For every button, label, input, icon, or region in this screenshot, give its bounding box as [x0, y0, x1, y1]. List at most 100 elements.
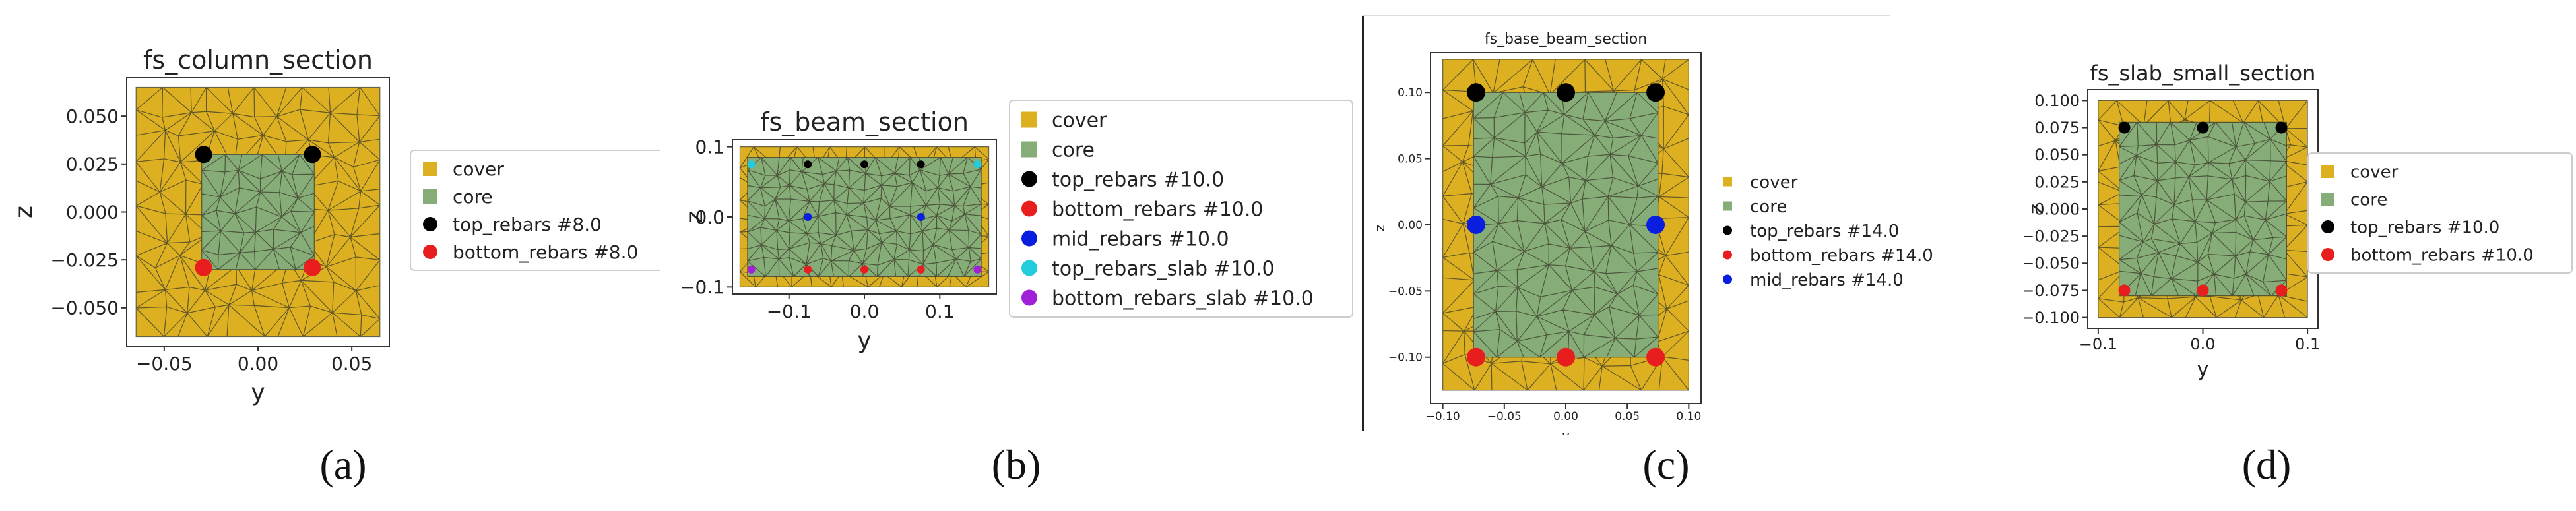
caption-c: (c)	[1642, 441, 1690, 488]
rebar-point	[1466, 215, 1485, 234]
y-tick-label: 0.075	[2034, 119, 2080, 137]
legend-label: bottom_rebars #14.0	[1750, 246, 1933, 266]
legend-label: bottom_rebars_slab #10.0	[1052, 287, 1314, 310]
x-axis-label: y	[1562, 427, 1570, 435]
legend-label: cover	[2350, 162, 2399, 182]
legend-label: top_rebars_slab #10.0	[1052, 257, 1275, 280]
x-axis-label: y	[251, 379, 265, 406]
panel-d: −0.1 0.0 0.1 −0.100 −0.075 −0.050 −0.025 0.000 0…	[2024, 0, 2576, 511]
x-tick-label: −0.1	[767, 301, 812, 322]
y-tick-label: −0.025	[2024, 227, 2080, 246]
core-region	[201, 154, 315, 270]
y-tick-label: −0.05	[1388, 285, 1423, 298]
x-tick-label: −0.1	[2079, 335, 2117, 353]
legend: cover core top_rebars #14.0 bottom_rebars #…	[1723, 173, 1933, 290]
y-tick-label: −0.075	[2024, 282, 2080, 300]
y-axis-label: z	[1372, 225, 1388, 232]
legend-marker	[1021, 171, 1037, 187]
caption-b: (b)	[991, 441, 1041, 488]
legend-label: mid_rebars #10.0	[1052, 227, 1229, 251]
rebar-point	[1646, 215, 1665, 234]
x-tick-label: 0.05	[1615, 410, 1640, 423]
y-tick-label: 0.025	[2034, 173, 2080, 191]
x-tick-label: 0.00	[1553, 410, 1578, 423]
rebar-point	[917, 213, 925, 221]
legend-marker	[2321, 248, 2334, 261]
legend-marker	[1021, 289, 1037, 306]
legend-marker	[1723, 250, 1732, 260]
x-tick-label: 0.00	[238, 353, 278, 375]
legend-label: core	[1750, 197, 1787, 217]
legend-label: core	[2350, 190, 2387, 210]
legend-frame	[410, 150, 660, 271]
chart-title: fs_base_beam_section	[1485, 31, 1647, 47]
legend-label: cover	[1052, 109, 1107, 132]
rebar-point	[804, 213, 812, 221]
legend-marker	[423, 217, 437, 231]
y-tick-label: 0.0	[695, 206, 724, 228]
y-axis-label: z	[2025, 204, 2048, 214]
rebar-point	[917, 160, 925, 169]
rebar-point	[860, 265, 868, 274]
rebar-point	[747, 265, 756, 274]
y-tick-label: 0.000	[66, 201, 119, 223]
y-axis-label: z	[11, 206, 38, 218]
rebar-point	[747, 160, 756, 169]
y-tick-label: −0.10	[1388, 351, 1423, 365]
y-tick-label: −0.025	[50, 249, 119, 271]
legend: cover core top_rebars #10.0 bottom_rebars #…	[1009, 100, 1353, 318]
legend-swatch	[1723, 177, 1732, 187]
legend-frame	[1009, 100, 1353, 318]
x-tick-label: −0.05	[136, 353, 193, 375]
y-tick-label: 0.10	[1398, 86, 1423, 100]
legend-swatch	[1021, 141, 1037, 158]
chart-fs-base-beam-section: −0.10 −0.05 0.00 0.05 0.10 −0.10 −0.05 0.00 0.05…	[1372, 31, 1933, 435]
x-tick-label: 0.1	[2295, 335, 2320, 353]
legend-swatch	[2321, 193, 2334, 206]
caption-a: (a)	[319, 441, 367, 488]
rebar-point	[304, 146, 321, 164]
y-tick-label: 0.050	[2034, 146, 2080, 164]
core-mesh	[201, 154, 315, 270]
rebar-point	[1646, 83, 1665, 102]
legend-label: bottom_rebars #10.0	[1052, 198, 1264, 221]
y-tick-label: 0.000	[2034, 200, 2080, 218]
chart-title: fs_beam_section	[760, 107, 969, 136]
rebar-point	[2275, 121, 2288, 134]
legend-label: core	[453, 186, 493, 208]
x-tick-label: 0.05	[331, 353, 372, 375]
y-axis-label: z	[681, 211, 708, 224]
rebar-point	[804, 265, 812, 274]
y-tick-label: 0.100	[2034, 92, 2080, 110]
legend-marker	[1723, 274, 1732, 284]
rebar-point	[2275, 284, 2288, 297]
x-axis-label: y	[2197, 358, 2209, 381]
caption-d: (d)	[2241, 441, 2292, 488]
x-tick-label: −0.05	[1487, 410, 1522, 423]
y-tick-label: 0.05	[1398, 153, 1423, 166]
core-region	[2119, 122, 2287, 296]
rebar-point	[2197, 121, 2209, 134]
legend-label: mid_rebars #14.0	[1750, 270, 1904, 290]
core-mesh	[747, 156, 982, 278]
y-tick-label: −0.1	[680, 276, 724, 298]
legend-label: bottom_rebars #8.0	[453, 241, 638, 263]
x-tick-label: 0.0	[2190, 335, 2215, 353]
rebar-point	[1646, 347, 1665, 367]
legend-label: top_rebars #14.0	[1750, 222, 1899, 241]
legend-swatch	[1723, 201, 1732, 211]
legend-label: core	[1052, 138, 1095, 162]
rebar-point	[1557, 347, 1575, 367]
x-tick-label: 0.10	[1676, 410, 1701, 423]
panel-b: −0.1 0.0 0.1 −0.1 0.0 0.1 fs_beam_section y z cov…	[660, 0, 1362, 511]
legend-marker	[1021, 200, 1037, 217]
y-tick-label: 0.050	[66, 105, 119, 127]
rebar-point	[1466, 83, 1485, 102]
legend-marker	[1021, 230, 1037, 247]
legend-label: top_rebars #8.0	[453, 214, 602, 235]
legend: cover core top_rebars #10.0 bottom_rebars #…	[2307, 152, 2573, 274]
legend: cover core top_rebars #8.0 bottom_rebars #8…	[410, 150, 660, 271]
panel-a: −0.05 0.00 0.05 −0.050 −0.025 0.000 0.025 0.050…	[0, 0, 660, 511]
chart-title: fs_slab_small_section	[2090, 61, 2316, 86]
y-tick-label: 0.1	[695, 136, 724, 158]
